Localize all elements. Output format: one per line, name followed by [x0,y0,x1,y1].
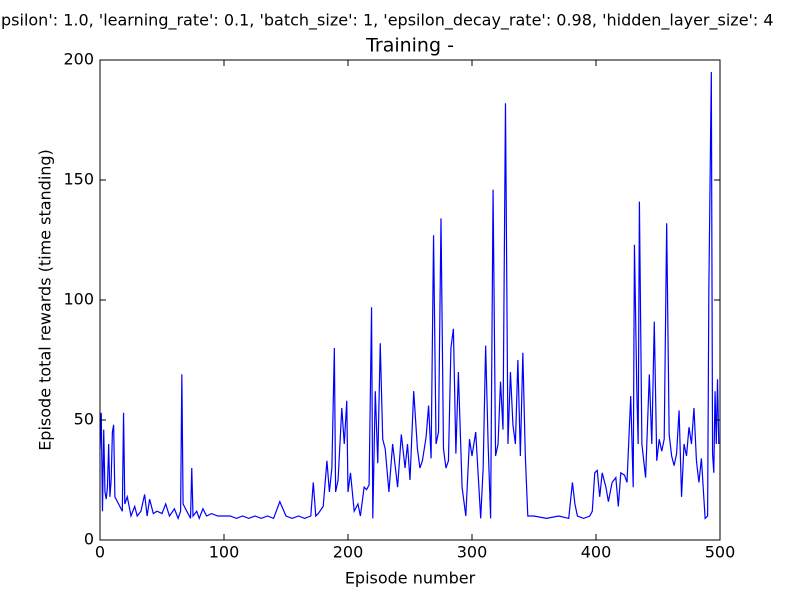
suptitle: psilon': 1.0, 'learning_rate': 0.1, 'bat… [1,11,774,31]
x-tick-label: 500 [705,543,736,562]
x-tick-label: 300 [457,543,488,562]
x-tick-label: 100 [209,543,240,562]
x-tick-label: 400 [581,543,612,562]
data-line [99,71,720,521]
plot-frame [99,59,721,541]
x-tick-label: 200 [333,543,364,562]
y-tick-label: 200 [63,50,94,69]
y-tick-label: 0 [84,530,94,549]
chart-title: Training - [365,35,454,57]
y-tick-label: 100 [63,290,94,309]
y-axis-label: Episode total rewards (time standing) [36,149,55,451]
x-tick-label: 0 [95,543,105,562]
y-tick-label: 50 [74,410,94,429]
y-tick-label: 150 [63,170,94,189]
x-axis-label: Episode number [345,569,476,588]
